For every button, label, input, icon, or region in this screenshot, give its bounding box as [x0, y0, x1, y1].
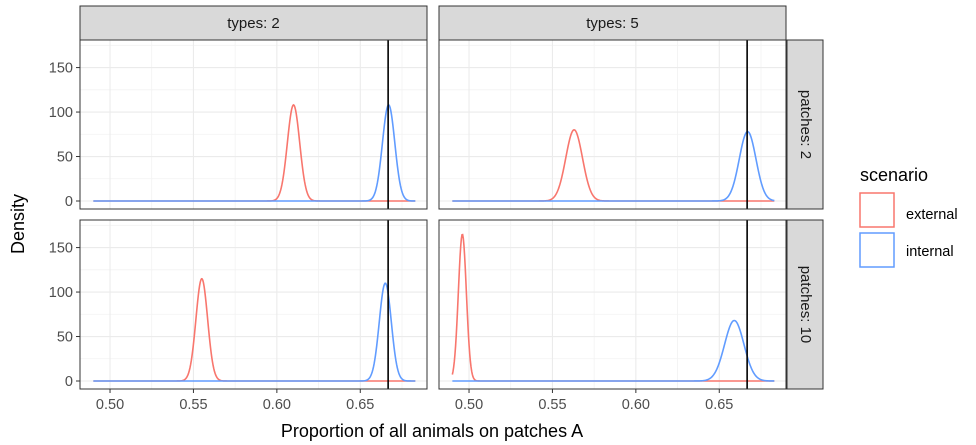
y-tick-label: 50 [57, 330, 73, 346]
y-tick-label: 100 [49, 285, 73, 301]
x-tick-label: 0.50 [96, 397, 124, 413]
y-tick-label: 150 [49, 241, 73, 257]
panel-background [439, 220, 786, 389]
legend: scenario external internal [859, 165, 958, 268]
panel-border [438, 219, 787, 390]
panels-layer: types: 2 types: 5 patches: 2 patches: 10 0 50… [49, 5, 824, 413]
col-strip-1 [438, 5, 787, 41]
y-tick-label: 50 [57, 150, 73, 166]
panel-0-1 [438, 39, 787, 210]
density-line-internal [452, 319, 775, 382]
legend-label-internal: internal [906, 244, 954, 260]
x-tick-label: 0.60 [263, 397, 291, 413]
x-axis-title: Proportion of all animals on patches A [281, 421, 583, 441]
panel-border [438, 39, 787, 210]
x-tick-label: 0.60 [622, 397, 650, 413]
row-strip-label-0: patches: 2 [797, 90, 814, 159]
x-tick-label: 0.65 [346, 397, 374, 413]
panel-border [79, 39, 428, 210]
col-strip-label-1: types: 5 [586, 15, 639, 32]
y-tick-label: 0 [65, 374, 73, 390]
row-strip-1 [786, 219, 824, 390]
legend-title: scenario [860, 165, 928, 185]
row-strip-0 [786, 39, 824, 210]
legend-key-external [859, 192, 895, 228]
panel-0-0: 0 50 100 150 [49, 39, 428, 210]
x-tick-label: 0.55 [179, 397, 207, 413]
panel-background [439, 40, 786, 209]
legend-label-external: external [906, 207, 958, 223]
legend-key-internal [859, 232, 895, 268]
y-axis-title: Density [8, 194, 28, 254]
panel-1-1: 0.50 0.55 0.60 0.65 [438, 219, 787, 413]
x-tick-label: 0.65 [705, 397, 733, 413]
y-tick-label: 0 [65, 194, 73, 210]
col-strip-0 [79, 5, 428, 41]
x-tick-label: 0.55 [538, 397, 566, 413]
density-line-internal [452, 130, 775, 202]
panel-1-0: 0 50 100 150 0.50 0.55 0.60 0.65 [49, 219, 428, 413]
density-line-internal [93, 282, 416, 382]
col-strip-label-0: types: 2 [227, 15, 280, 32]
density-line-internal [93, 104, 416, 202]
panel-background [80, 220, 427, 389]
panel-border [79, 219, 428, 390]
row-strip-label-1: patches: 10 [797, 266, 814, 344]
panel-background [80, 40, 427, 209]
x-tick-label: 0.50 [455, 397, 483, 413]
y-tick-label: 150 [49, 61, 73, 77]
y-tick-label: 100 [49, 105, 73, 121]
